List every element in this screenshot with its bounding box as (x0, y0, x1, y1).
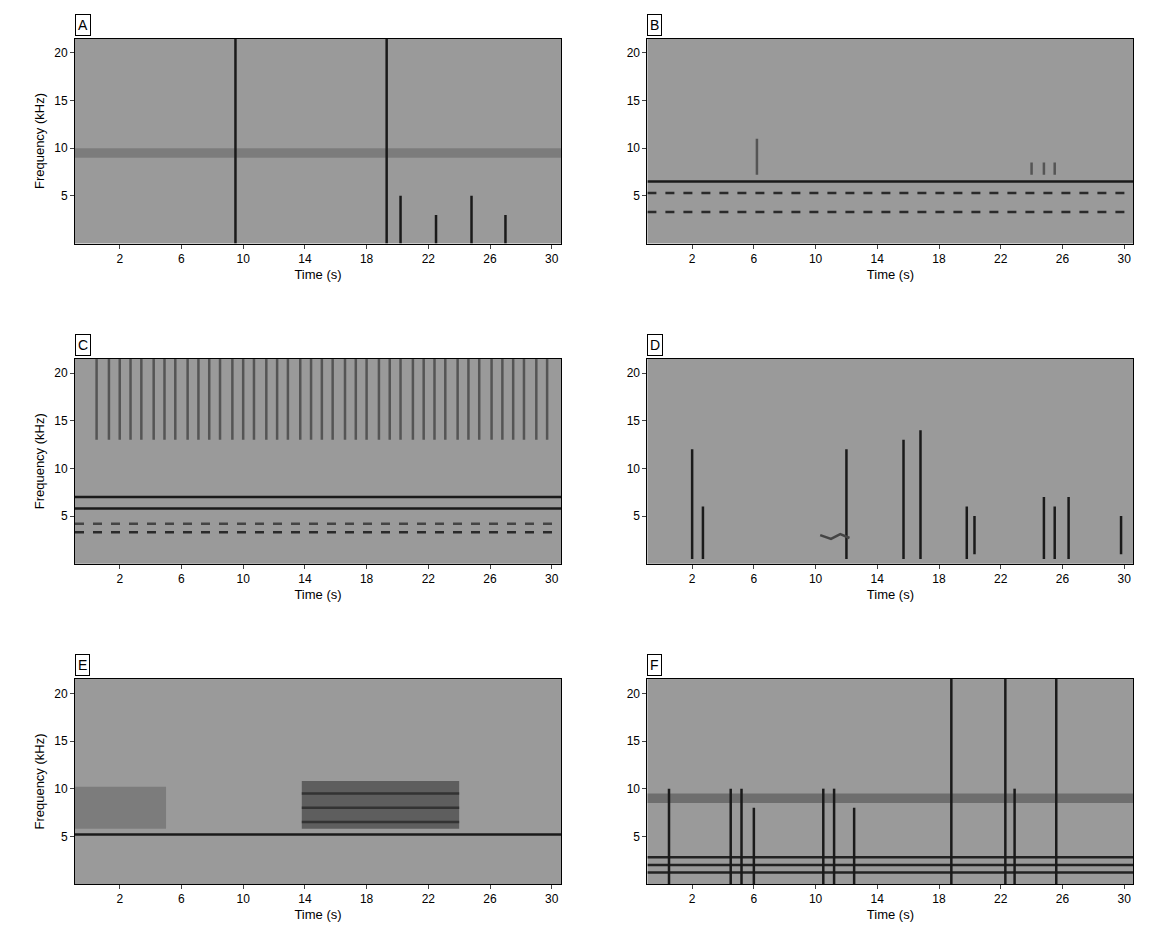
svg-text:15: 15 (627, 734, 641, 748)
svg-text:2: 2 (116, 252, 123, 266)
svg-text:22: 22 (994, 572, 1008, 586)
svg-text:10: 10 (236, 892, 250, 906)
svg-text:20: 20 (54, 687, 68, 701)
svg-text:14: 14 (871, 892, 885, 906)
svg-text:10: 10 (627, 462, 641, 476)
svg-text:30: 30 (1117, 252, 1131, 266)
svg-text:30: 30 (545, 892, 559, 906)
svg-text:5: 5 (633, 830, 640, 844)
svg-text:Time (s): Time (s) (294, 587, 341, 602)
svg-text:20: 20 (54, 366, 68, 380)
svg-text:10: 10 (54, 141, 68, 155)
svg-text:10: 10 (54, 462, 68, 476)
svg-text:6: 6 (751, 572, 758, 586)
svg-text:15: 15 (627, 94, 641, 108)
svg-text:10: 10 (809, 892, 823, 906)
svg-text:10: 10 (627, 141, 641, 155)
svg-text:18: 18 (932, 252, 946, 266)
svg-text:22: 22 (422, 252, 436, 266)
svg-text:2: 2 (116, 892, 123, 906)
svg-text:26: 26 (483, 572, 497, 586)
svg-text:Time (s): Time (s) (867, 907, 914, 922)
svg-text:10: 10 (54, 782, 68, 796)
svg-text:10: 10 (627, 782, 641, 796)
svg-text:Time (s): Time (s) (867, 267, 914, 282)
svg-text:30: 30 (545, 572, 559, 586)
svg-text:E: E (78, 657, 87, 673)
svg-text:Time (s): Time (s) (294, 907, 341, 922)
svg-text:22: 22 (994, 892, 1008, 906)
svg-text:5: 5 (633, 189, 640, 203)
svg-text:Frequency (kHz): Frequency (kHz) (32, 413, 47, 509)
svg-text:6: 6 (178, 252, 185, 266)
svg-text:6: 6 (178, 892, 185, 906)
svg-text:A: A (78, 17, 88, 33)
svg-text:15: 15 (54, 414, 68, 428)
svg-text:18: 18 (360, 252, 374, 266)
svg-text:15: 15 (54, 734, 68, 748)
svg-text:Time (s): Time (s) (294, 267, 341, 282)
svg-text:Frequency (kHz): Frequency (kHz) (32, 733, 47, 829)
svg-text:B: B (650, 17, 659, 33)
svg-text:14: 14 (871, 572, 885, 586)
svg-text:6: 6 (751, 892, 758, 906)
svg-text:14: 14 (298, 572, 312, 586)
svg-text:26: 26 (1056, 892, 1070, 906)
svg-text:22: 22 (994, 252, 1008, 266)
svg-text:18: 18 (932, 892, 946, 906)
svg-text:30: 30 (1117, 572, 1131, 586)
svg-text:10: 10 (236, 252, 250, 266)
svg-text:10: 10 (809, 572, 823, 586)
svg-text:20: 20 (54, 46, 68, 60)
svg-text:D: D (650, 337, 660, 353)
svg-text:30: 30 (545, 252, 559, 266)
svg-text:Time (s): Time (s) (867, 587, 914, 602)
svg-text:18: 18 (360, 892, 374, 906)
svg-text:Frequency (kHz): Frequency (kHz) (32, 93, 47, 189)
svg-text:14: 14 (298, 252, 312, 266)
svg-text:2: 2 (689, 252, 696, 266)
svg-text:22: 22 (422, 572, 436, 586)
svg-text:6: 6 (178, 572, 185, 586)
svg-text:6: 6 (751, 252, 758, 266)
svg-text:18: 18 (360, 572, 374, 586)
svg-text:2: 2 (116, 572, 123, 586)
svg-text:26: 26 (1056, 252, 1070, 266)
svg-text:2: 2 (689, 892, 696, 906)
svg-text:C: C (78, 337, 88, 353)
svg-text:30: 30 (1117, 892, 1131, 906)
svg-text:15: 15 (54, 94, 68, 108)
svg-text:26: 26 (483, 892, 497, 906)
svg-text:20: 20 (627, 46, 641, 60)
svg-text:2: 2 (689, 572, 696, 586)
svg-text:15: 15 (627, 414, 641, 428)
svg-text:14: 14 (298, 892, 312, 906)
svg-text:18: 18 (932, 572, 946, 586)
svg-text:F: F (650, 657, 659, 673)
svg-text:5: 5 (61, 509, 68, 523)
svg-text:10: 10 (236, 572, 250, 586)
svg-text:5: 5 (633, 509, 640, 523)
svg-text:20: 20 (627, 687, 641, 701)
svg-text:26: 26 (1056, 572, 1070, 586)
svg-text:26: 26 (483, 252, 497, 266)
svg-text:10: 10 (809, 252, 823, 266)
svg-text:5: 5 (61, 830, 68, 844)
svg-text:22: 22 (422, 892, 436, 906)
svg-text:5: 5 (61, 189, 68, 203)
svg-text:20: 20 (627, 366, 641, 380)
svg-text:14: 14 (871, 252, 885, 266)
